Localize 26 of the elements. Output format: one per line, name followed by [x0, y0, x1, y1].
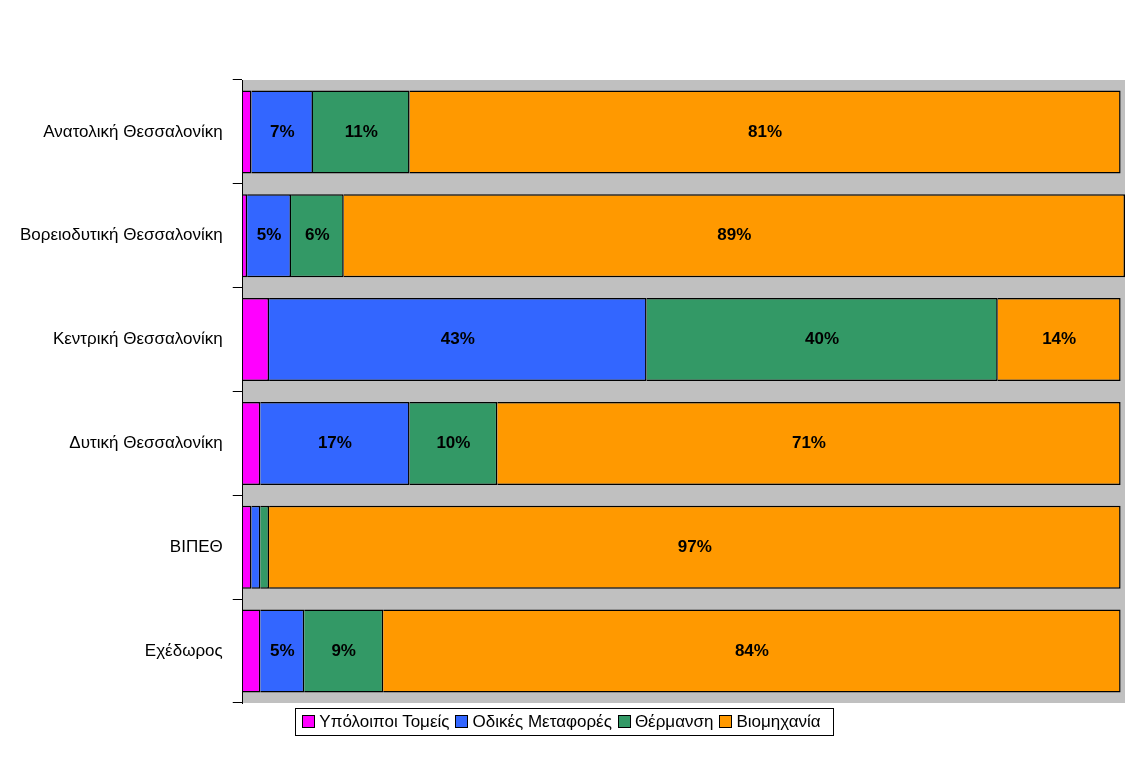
legend-label: Υπόλοιποι Τομείς	[319, 712, 450, 731]
data-label: 40%	[805, 329, 840, 349]
y-tick-label: Δυτική Θεσσαλονίκη	[69, 433, 223, 453]
data-label: 7%	[269, 121, 295, 141]
data-label: 43%	[440, 329, 475, 349]
legend-label: Οδικές Μεταφορές	[472, 712, 612, 731]
data-label: 84%	[734, 640, 769, 660]
data-label: 97%	[677, 536, 712, 556]
legend-label: Θέρμανση	[634, 712, 714, 731]
series-label: Βιομηχανία	[736, 712, 821, 731]
y-tick-label: Βορειοδυτική Θεσσαλονίκη	[20, 225, 223, 245]
data-label: 89%	[717, 225, 752, 245]
data-label: 71%	[791, 433, 826, 453]
data-label: 9%	[331, 640, 356, 660]
data-label: 5%	[256, 225, 282, 245]
data-label: 14%	[1042, 329, 1077, 349]
data-label: 10%	[436, 433, 471, 453]
data-label: 11%	[344, 121, 378, 141]
data-label: 17%	[317, 433, 352, 453]
data-label: 6%	[305, 225, 330, 245]
data-label: 81%	[748, 121, 783, 141]
y-tick-label: Ανατολική Θεσσαλονίκη	[43, 121, 223, 141]
y-tick-label: Κεντρική Θεσσαλονίκη	[52, 329, 223, 349]
y-tick-label: Εχέδωρος	[144, 640, 223, 660]
data-label: 5%	[269, 640, 295, 660]
y-tick-label: ΒΙΠΕΘ	[169, 536, 223, 556]
